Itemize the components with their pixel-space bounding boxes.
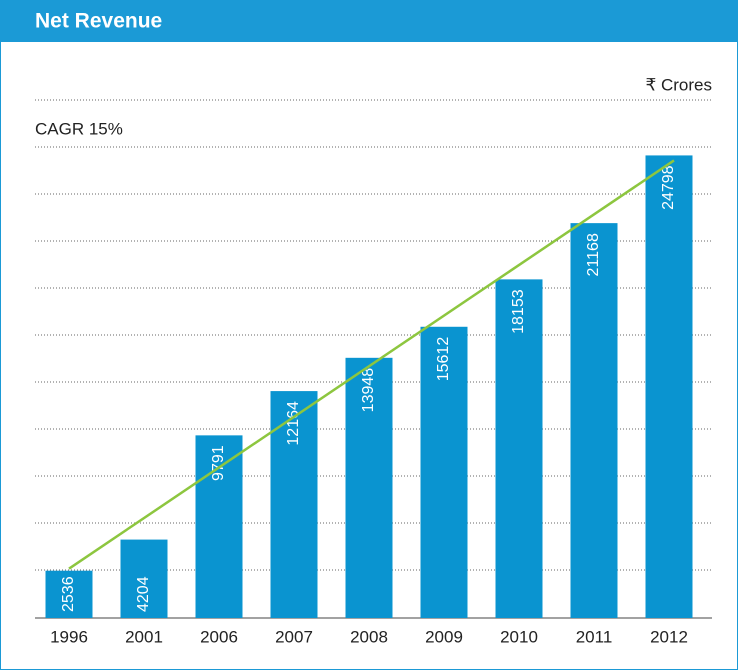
value-label: 15612 xyxy=(435,337,452,382)
x-tick-label: 2012 xyxy=(650,627,688,646)
x-tick-label: 2010 xyxy=(500,627,538,646)
bar xyxy=(45,570,93,618)
x-tick-label: 1996 xyxy=(50,627,88,646)
bar xyxy=(645,155,693,618)
value-label: 2536 xyxy=(60,576,77,612)
value-label: 4204 xyxy=(135,576,152,612)
bar xyxy=(195,435,243,618)
cagr-annotation: CAGR 15% xyxy=(35,119,123,138)
x-tick-label: 2011 xyxy=(576,627,613,646)
x-tick-label: 2001 xyxy=(125,627,163,646)
bar xyxy=(120,539,168,618)
value-label: 13948 xyxy=(360,368,377,413)
x-tick-label: 2006 xyxy=(200,627,238,646)
x-tick-label: 2007 xyxy=(275,627,313,646)
trend-line xyxy=(68,159,675,570)
chart-title: Net Revenue xyxy=(35,10,162,33)
x-tick-label: 2008 xyxy=(350,627,388,646)
bar xyxy=(570,223,618,619)
unit-label: ₹ Crores xyxy=(645,75,712,94)
bar xyxy=(420,326,468,618)
value-label: 24798 xyxy=(660,165,677,210)
x-tick-label: 2009 xyxy=(425,627,463,646)
header xyxy=(0,0,738,42)
value-label: 12164 xyxy=(285,401,302,446)
value-label: 21168 xyxy=(585,233,602,276)
bar xyxy=(345,357,393,618)
value-label: 18153 xyxy=(510,289,527,334)
bar xyxy=(495,279,543,618)
